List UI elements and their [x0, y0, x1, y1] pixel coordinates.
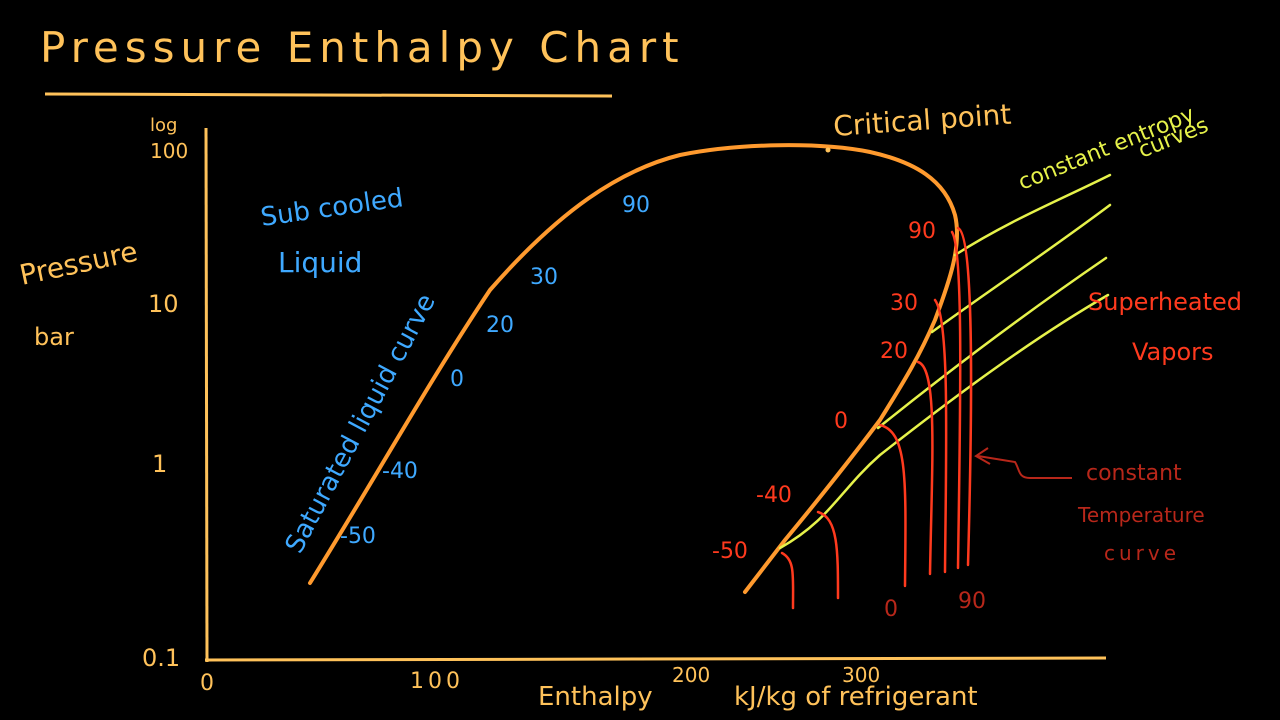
- liquid-temp-90: 90: [622, 193, 650, 218]
- subcooled-label: Sub cooled: [259, 183, 405, 233]
- bottom-temp-90: 90: [958, 589, 986, 614]
- x-axis-line: [204, 656, 1107, 662]
- x-tick-200: 200: [672, 663, 710, 687]
- saturated-liquid-label: Saturated liquid curve: [280, 289, 442, 558]
- entropy-curve-2: [930, 203, 1112, 334]
- liquid-temp-20: 20: [486, 313, 514, 338]
- superheated-label: Superheated: [1088, 288, 1242, 316]
- temp-curve-90b: [956, 226, 973, 567]
- constant-temperature-label-3: curve: [1104, 541, 1180, 565]
- critical-point-marker: [825, 147, 831, 153]
- vapor-temp-30: 30: [890, 291, 918, 316]
- liquid-temp-neg50: -50: [340, 524, 376, 549]
- constant-temperature-label-2: Temperature: [1077, 503, 1205, 527]
- y-axis-unit: bar: [34, 323, 74, 351]
- temp-curve-neg40: [816, 510, 840, 600]
- liquid-temp-30: 30: [530, 265, 558, 290]
- saturation-dome-curve: [308, 143, 960, 594]
- constant-temperature-arrow: [977, 455, 1072, 479]
- vapor-temp-neg40: -40: [756, 483, 792, 508]
- bottom-temp-0: 0: [884, 597, 898, 622]
- constant-temperature-curves: [780, 226, 973, 610]
- temp-curve-30: [933, 298, 948, 574]
- temp-curve-20: [916, 360, 934, 576]
- critical-point-label: Critical point: [832, 98, 1012, 143]
- temp-curve-90a: [950, 230, 962, 570]
- y-tick-10: 10: [148, 290, 179, 318]
- vapors-label: Vapors: [1132, 338, 1214, 366]
- constant-entropy-curves: [778, 173, 1112, 550]
- x-axis-unit: kJ/kg of refrigerant: [734, 682, 978, 712]
- x-axis-label: Enthalpy: [538, 682, 653, 712]
- x-tick-0: 0: [200, 671, 214, 696]
- title-underline: [44, 92, 613, 98]
- y-axis-line: [204, 127, 209, 663]
- entropy-curve-1: [953, 173, 1112, 257]
- entropy-curve-3: [876, 256, 1108, 430]
- liquid-label: Liquid: [278, 246, 362, 279]
- temp-curve-0: [878, 423, 907, 588]
- arrow-head-icon: [974, 447, 991, 465]
- diagram-title: Pressure Enthalpy Chart: [40, 23, 685, 72]
- y-axis-label: Pressure: [17, 235, 141, 292]
- vapor-temp-20: 20: [880, 339, 908, 364]
- x-tick-100: 100: [410, 669, 464, 694]
- y-tick-100: 100: [150, 139, 188, 163]
- constant-temperature-label-1: constant: [1086, 461, 1182, 486]
- liquid-temp-neg40: -40: [382, 459, 418, 484]
- vapor-temp-90: 90: [908, 219, 936, 244]
- y-tick-1: 1: [152, 450, 167, 478]
- x-tick-300: 300: [842, 663, 880, 687]
- liquid-temp-0: 0: [450, 367, 464, 392]
- y-tick-0-1: 0.1: [142, 644, 180, 672]
- temp-curve-neg50: [780, 551, 795, 610]
- vapor-temp-0: 0: [834, 409, 848, 434]
- vapor-temp-neg50: -50: [712, 539, 748, 564]
- log-note: log: [150, 115, 177, 136]
